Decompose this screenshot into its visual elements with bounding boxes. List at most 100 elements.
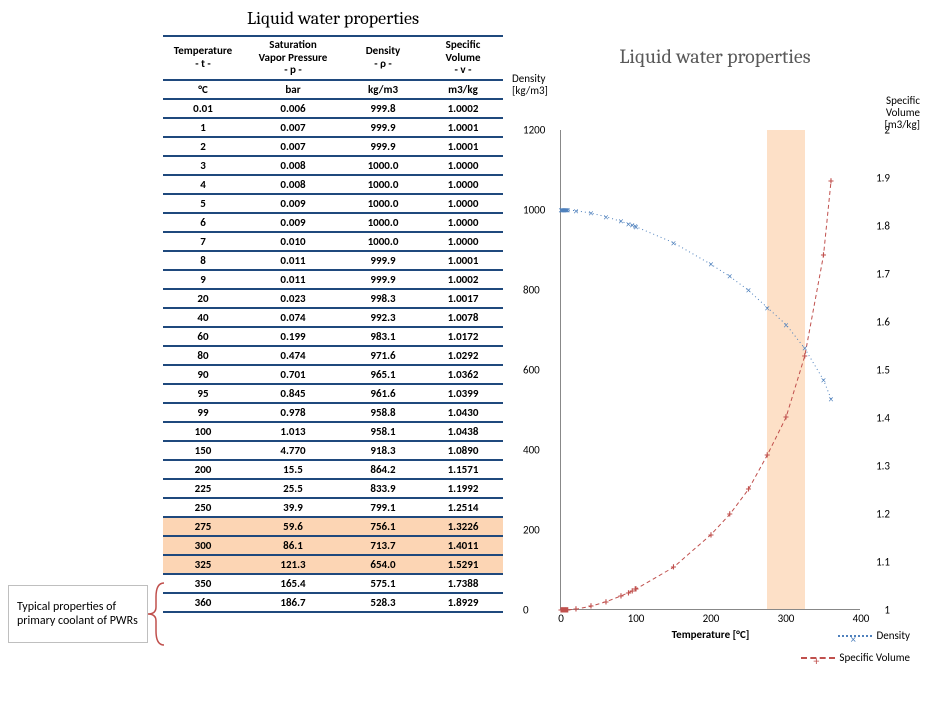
cell-v: 1.8929: [423, 593, 503, 612]
cell-t: 20: [163, 289, 243, 308]
cell-d: 756.1: [343, 517, 423, 536]
cell-d: 998.3: [343, 289, 423, 308]
cell-t: 40: [163, 308, 243, 327]
cell-d: 965.1: [343, 365, 423, 384]
cell-d: 999.9: [343, 118, 423, 137]
cell-t: 200: [163, 460, 243, 479]
density-marker: ×: [604, 210, 609, 223]
layout: Temperature- t -SaturationVapor Pressure…: [8, 35, 920, 715]
cell-p: 0.010: [243, 232, 343, 251]
cell-v: 1.0000: [423, 156, 503, 175]
volume-marker: +: [708, 528, 713, 541]
cell-d: 958.8: [343, 403, 423, 422]
cell-t: 100: [163, 422, 243, 441]
table-row: 10.007999.91.0001: [163, 118, 503, 137]
cell-p: 0.007: [243, 137, 343, 156]
cell-v: 1.1571: [423, 460, 503, 479]
ytick-left: 1000: [523, 204, 545, 217]
volume-marker: +: [727, 508, 732, 521]
volume-marker: +: [821, 249, 826, 262]
table-row: 40.0081000.01.0000: [163, 175, 503, 194]
plot-region: Temperature [°C] Density Specific Volume…: [560, 130, 860, 610]
volume-marker: +: [573, 603, 578, 616]
volume-marker: +: [588, 600, 593, 613]
cell-t: 95: [163, 384, 243, 403]
cell-d: 799.1: [343, 498, 423, 517]
cell-p: 0.008: [243, 156, 343, 175]
cell-p: 0.011: [243, 270, 343, 289]
chart-title: Liquid water properties: [510, 45, 920, 68]
cell-v: 1.0000: [423, 232, 503, 251]
cell-v: 1.0000: [423, 194, 503, 213]
unit-cell: bar: [243, 80, 343, 99]
cell-p: 0.701: [243, 365, 343, 384]
cell-t: 275: [163, 517, 243, 536]
y-left-axis-label: Density[kg/m3]: [512, 73, 548, 97]
ytick-left: 600: [523, 364, 540, 377]
table-row: 27559.6756.11.3226: [163, 517, 503, 536]
cell-v: 1.0000: [423, 213, 503, 232]
table-row: 600.199983.11.0172: [163, 327, 503, 346]
cell-p: 86.1: [243, 536, 343, 555]
cell-d: 999.9: [343, 251, 423, 270]
cell-t: 150: [163, 441, 243, 460]
volume-marker: +: [633, 582, 638, 595]
cell-p: 0.011: [243, 251, 343, 270]
cell-p: 0.007: [243, 118, 343, 137]
cell-d: 999.8: [343, 99, 423, 118]
table-row: 90.011999.91.0002: [163, 270, 503, 289]
cell-t: 6: [163, 213, 243, 232]
volume-marker: +: [565, 603, 570, 616]
cell-v: 1.2514: [423, 498, 503, 517]
ytick-right: 1.7: [876, 268, 890, 281]
cell-v: 1.5291: [423, 555, 503, 574]
cell-d: 1000.0: [343, 175, 423, 194]
cell-v: 1.4011: [423, 536, 503, 555]
cell-t: 90: [163, 365, 243, 384]
cell-d: 528.3: [343, 593, 423, 612]
cell-d: 654.0: [343, 555, 423, 574]
cell-v: 1.0362: [423, 365, 503, 384]
density-marker: ×: [709, 258, 714, 271]
ytick-right: 1.5: [876, 364, 890, 377]
legend-swatch-volume: [801, 653, 835, 663]
table-row: 20.007999.91.0001: [163, 137, 503, 156]
table-row: 30086.1713.71.4011: [163, 536, 503, 555]
volume-marker: +: [603, 595, 608, 608]
table-body: °Cbarkg/m3m3/kg0.010.006999.81.000210.00…: [163, 80, 503, 612]
table-row: 70.0101000.01.0000: [163, 232, 503, 251]
cell-t: 0.01: [163, 99, 243, 118]
cell-p: 15.5: [243, 460, 343, 479]
cell-p: 0.978: [243, 403, 343, 422]
cell-d: 833.9: [343, 479, 423, 498]
cell-v: 1.0292: [423, 346, 503, 365]
callout-brace: [146, 581, 166, 647]
density-marker: ×: [619, 215, 624, 228]
table-row: 0.010.006999.81.0002: [163, 99, 503, 118]
cell-p: 186.7: [243, 593, 343, 612]
volume-marker: +: [746, 483, 751, 496]
table-row: 1504.770918.31.0890: [163, 441, 503, 460]
table-row: 60.0091000.01.0000: [163, 213, 503, 232]
ytick-left: 400: [523, 444, 540, 457]
ytick-left: 1200: [523, 124, 545, 137]
volume-marker: +: [783, 411, 788, 424]
cell-d: 1000.0: [343, 194, 423, 213]
density-marker: ×: [634, 220, 639, 233]
density-marker: ×: [821, 373, 826, 386]
callout-box: Typical properties of primary coolant of…: [8, 585, 148, 643]
density-marker: ×: [727, 270, 732, 283]
density-line: [561, 210, 831, 399]
cell-d: 999.9: [343, 137, 423, 156]
unit-cell: °C: [163, 80, 243, 99]
density-marker: ×: [784, 318, 789, 331]
ytick-right: 1.3: [876, 460, 890, 473]
cell-v: 1.7388: [423, 574, 503, 593]
col-header-0: Temperature- t -: [163, 36, 243, 80]
density-marker: ×: [565, 204, 570, 217]
volume-marker: +: [802, 350, 807, 363]
legend-swatch-density: [838, 631, 872, 641]
cell-t: 2: [163, 137, 243, 156]
volume-marker: +: [765, 449, 770, 462]
density-marker: ×: [589, 207, 594, 220]
